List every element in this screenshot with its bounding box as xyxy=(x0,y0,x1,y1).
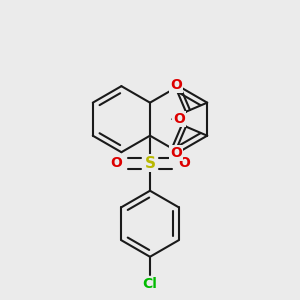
Text: Cl: Cl xyxy=(142,277,158,291)
Text: O: O xyxy=(173,112,185,126)
Text: S: S xyxy=(145,156,155,171)
Text: O: O xyxy=(178,156,190,170)
Text: O: O xyxy=(170,146,182,160)
Text: O: O xyxy=(170,78,182,92)
Text: O: O xyxy=(110,156,122,170)
